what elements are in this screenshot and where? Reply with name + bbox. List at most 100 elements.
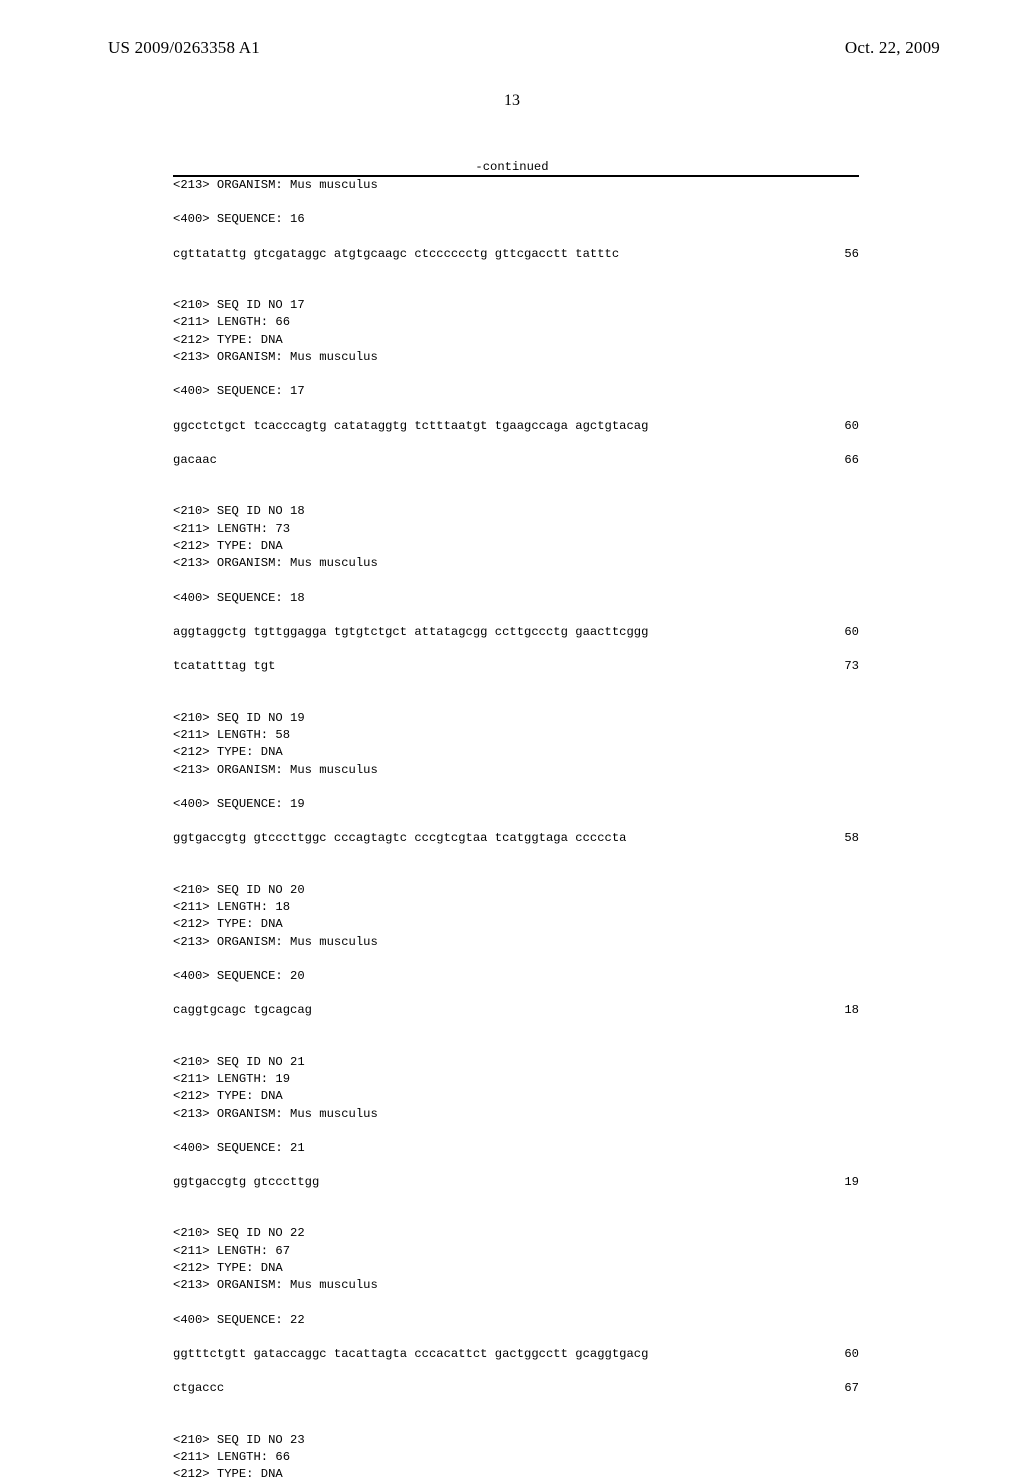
sequence-text: ctgaccc bbox=[173, 1380, 224, 1397]
sequence-line: <213> ORGANISM: Mus musculus bbox=[173, 1106, 859, 1123]
sequence-position: 66 bbox=[824, 452, 859, 469]
sequence-line: gacaac 66 bbox=[173, 452, 859, 469]
sequence-text: ggtgaccgtg gtcccttgg bbox=[173, 1174, 319, 1191]
sequence-line: <212> TYPE: DNA bbox=[173, 538, 859, 555]
sequence-line bbox=[173, 1415, 859, 1432]
sequence-position: 60 bbox=[824, 418, 859, 435]
sequence-position: 19 bbox=[824, 1174, 859, 1191]
sequence-text: aggtaggctg tgttggagga tgtgtctgct attatag… bbox=[173, 624, 648, 641]
sequence-text: ggtgaccgtg gtcccttggc cccagtagtc cccgtcg… bbox=[173, 830, 626, 847]
sequence-line bbox=[173, 779, 859, 796]
sequence-line: <212> TYPE: DNA bbox=[173, 1260, 859, 1277]
sequence-position: 60 bbox=[824, 624, 859, 641]
sequence-line: <400> SEQUENCE: 18 bbox=[173, 590, 859, 607]
sequence-line: ggtgaccgtg gtcccttggc cccagtagtc cccgtcg… bbox=[173, 830, 859, 847]
sequence-line bbox=[173, 280, 859, 297]
sequence-line: <213> ORGANISM: Mus musculus bbox=[173, 1277, 859, 1294]
sequence-line bbox=[173, 194, 859, 211]
sequence-line: <211> LENGTH: 18 bbox=[173, 899, 859, 916]
sequence-line: <211> LENGTH: 66 bbox=[173, 314, 859, 331]
page-header: US 2009/0263358 A1 Oct. 22, 2009 bbox=[0, 0, 1024, 58]
sequence-line bbox=[173, 676, 859, 693]
sequence-line: tcatatttag tgt 73 bbox=[173, 658, 859, 675]
sequence-line: <400> SEQUENCE: 22 bbox=[173, 1312, 859, 1329]
sequence-line bbox=[173, 813, 859, 830]
sequence-line bbox=[173, 1363, 859, 1380]
sequence-line: <213> ORGANISM: Mus musculus bbox=[173, 762, 859, 779]
sequence-line: ggtttctgtt gataccaggc tacattagta cccacat… bbox=[173, 1346, 859, 1363]
sequence-line bbox=[173, 951, 859, 968]
sequence-line: <400> SEQUENCE: 21 bbox=[173, 1140, 859, 1157]
sequence-line bbox=[173, 229, 859, 246]
sequence-line bbox=[173, 693, 859, 710]
sequence-line: ggtgaccgtg gtcccttgg 19 bbox=[173, 1174, 859, 1191]
sequence-line bbox=[173, 435, 859, 452]
sequence-text: ggtttctgtt gataccaggc tacattagta cccacat… bbox=[173, 1346, 648, 1363]
sequence-text: ggcctctgct tcacccagtg catataggtg tctttaa… bbox=[173, 418, 648, 435]
sequence-line: <212> TYPE: DNA bbox=[173, 332, 859, 349]
sequence-position: 73 bbox=[824, 658, 859, 675]
sequence-line bbox=[173, 469, 859, 486]
sequence-line bbox=[173, 1191, 859, 1208]
sequence-line bbox=[173, 1208, 859, 1225]
sequence-line: <210> SEQ ID NO 21 bbox=[173, 1054, 859, 1071]
sequence-line: <211> LENGTH: 66 bbox=[173, 1449, 859, 1466]
sequence-line: <213> ORGANISM: Mus musculus bbox=[173, 177, 859, 194]
sequence-line bbox=[173, 573, 859, 590]
sequence-line: <210> SEQ ID NO 18 bbox=[173, 503, 859, 520]
sequence-line bbox=[173, 1123, 859, 1140]
sequence-line: <400> SEQUENCE: 20 bbox=[173, 968, 859, 985]
sequence-line: ggcctctgct tcacccagtg catataggtg tctttaa… bbox=[173, 418, 859, 435]
sequence-line: <400> SEQUENCE: 17 bbox=[173, 383, 859, 400]
sequence-line bbox=[173, 1329, 859, 1346]
sequence-line: <210> SEQ ID NO 20 bbox=[173, 882, 859, 899]
sequence-line: <212> TYPE: DNA bbox=[173, 744, 859, 761]
sequence-line bbox=[173, 1295, 859, 1312]
sequence-line: <212> TYPE: DNA bbox=[173, 916, 859, 933]
sequence-text: gacaac bbox=[173, 452, 217, 469]
sequence-position: 56 bbox=[824, 246, 859, 263]
sequence-line bbox=[173, 848, 859, 865]
sequence-line: <211> LENGTH: 19 bbox=[173, 1071, 859, 1088]
sequence-line bbox=[173, 985, 859, 1002]
sequence-line: <211> LENGTH: 67 bbox=[173, 1243, 859, 1260]
sequence-position: 60 bbox=[824, 1346, 859, 1363]
sequence-line bbox=[173, 865, 859, 882]
sequence-line: cgttatattg gtcgataggc atgtgcaagc ctccccc… bbox=[173, 246, 859, 263]
sequence-text: tcatatttag tgt bbox=[173, 658, 275, 675]
sequence-line bbox=[173, 1037, 859, 1054]
sequence-listing: <213> ORGANISM: Mus musculus <400> SEQUE… bbox=[0, 177, 1024, 1484]
sequence-text: caggtgcagc tgcagcag bbox=[173, 1002, 312, 1019]
sequence-line bbox=[173, 607, 859, 624]
sequence-line: <211> LENGTH: 73 bbox=[173, 521, 859, 538]
sequence-line: <210> SEQ ID NO 19 bbox=[173, 710, 859, 727]
sequence-text: cgttatattg gtcgataggc atgtgcaagc ctccccc… bbox=[173, 246, 619, 263]
sequence-line: aggtaggctg tgttggagga tgtgtctgct attatag… bbox=[173, 624, 859, 641]
sequence-line: <400> SEQUENCE: 19 bbox=[173, 796, 859, 813]
sequence-position: 18 bbox=[824, 1002, 859, 1019]
sequence-line: <212> TYPE: DNA bbox=[173, 1466, 859, 1483]
sequence-line: <213> ORGANISM: Mus musculus bbox=[173, 349, 859, 366]
continued-label: -continued bbox=[0, 160, 1024, 174]
sequence-position: 67 bbox=[824, 1380, 859, 1397]
sequence-line: <211> LENGTH: 58 bbox=[173, 727, 859, 744]
sequence-line: caggtgcagc tgcagcag 18 bbox=[173, 1002, 859, 1019]
sequence-line: <400> SEQUENCE: 16 bbox=[173, 211, 859, 228]
page-number: 13 bbox=[0, 92, 1024, 110]
sequence-line bbox=[173, 1157, 859, 1174]
sequence-line bbox=[173, 401, 859, 418]
publication-number: US 2009/0263358 A1 bbox=[108, 38, 260, 58]
sequence-line: <210> SEQ ID NO 17 bbox=[173, 297, 859, 314]
sequence-line bbox=[173, 641, 859, 658]
sequence-line bbox=[173, 1020, 859, 1037]
sequence-line: <210> SEQ ID NO 23 bbox=[173, 1432, 859, 1449]
sequence-line bbox=[173, 366, 859, 383]
publication-date: Oct. 22, 2009 bbox=[845, 38, 940, 58]
sequence-line bbox=[173, 1398, 859, 1415]
sequence-line: <212> TYPE: DNA bbox=[173, 1088, 859, 1105]
sequence-line bbox=[173, 486, 859, 503]
sequence-line: <213> ORGANISM: Mus musculus bbox=[173, 555, 859, 572]
sequence-position: 58 bbox=[824, 830, 859, 847]
sequence-line: <213> ORGANISM: Mus musculus bbox=[173, 934, 859, 951]
sequence-line bbox=[173, 263, 859, 280]
